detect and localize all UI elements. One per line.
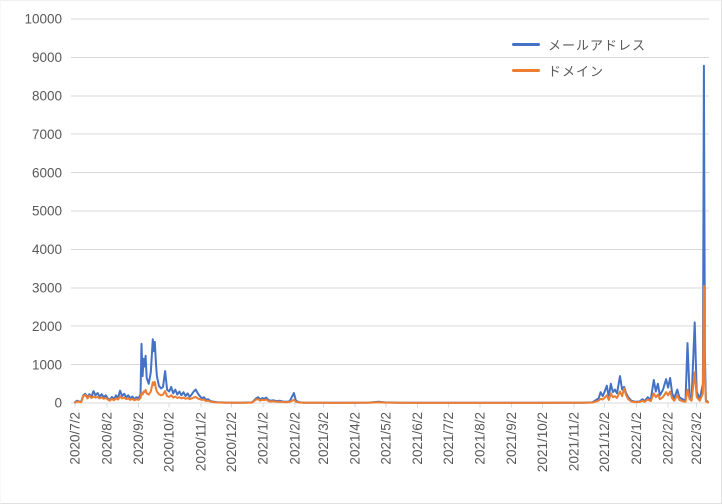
- x-axis-tick-label: 2020/10/2: [162, 412, 177, 472]
- x-axis-tick-label: 2020/9/2: [131, 412, 146, 465]
- x-axis-tick-label: 2021/4/2: [348, 412, 363, 465]
- y-axis-tick-label: 5000: [32, 204, 62, 219]
- legend: メールアドレス ドメイン: [512, 31, 646, 83]
- x-axis-tick-label: 2022/1/2: [629, 412, 644, 465]
- series-line-email[interactable]: [74, 64, 709, 404]
- x-axis-tick-label: 2021/7/2: [441, 412, 456, 465]
- x-axis-tick-label: 2020/8/2: [99, 412, 114, 465]
- legend-label-email: メールアドレス: [548, 37, 647, 53]
- y-axis-tick-label: 9000: [32, 50, 62, 65]
- series-line-domain[interactable]: [74, 284, 709, 404]
- y-axis-tick-label: 3000: [32, 281, 62, 296]
- x-axis-tick-label: 2021/2/2: [287, 412, 302, 465]
- x-axis-tick-label: 2021/1/2: [256, 412, 271, 465]
- legend-item-email[interactable]: メールアドレス: [512, 31, 646, 57]
- x-axis-tick-label: 2020/11/2: [193, 412, 208, 471]
- x-axis-tick-label: 2021/5/2: [378, 412, 393, 465]
- legend-swatch: [512, 68, 540, 72]
- x-axis-tick-label: 2021/8/2: [472, 412, 487, 465]
- y-axis-tick-label: 2000: [32, 319, 62, 334]
- legend-item-domain[interactable]: ドメイン: [512, 57, 646, 83]
- x-axis-tick-label: 2020/12/2: [224, 412, 239, 472]
- x-axis-tick-label: 2021/10/2: [535, 412, 550, 472]
- y-axis-tick-label: 8000: [32, 89, 62, 104]
- x-axis-tick-label: 2021/3/2: [316, 412, 331, 465]
- y-axis-tick-label: 0: [54, 396, 62, 411]
- legend-swatch: [512, 42, 540, 46]
- x-axis-tick-label: 2021/9/2: [504, 412, 519, 465]
- x-axis-tick-label: 2021/6/2: [410, 412, 425, 465]
- y-axis-tick-label: 6000: [32, 165, 62, 180]
- legend-label-domain: ドメイン: [548, 63, 605, 79]
- x-axis-tick-label: 2020/7/2: [68, 412, 83, 465]
- x-axis-tick-label: 2021/11/2: [567, 412, 582, 471]
- y-axis-tick-label: 10000: [24, 12, 62, 27]
- x-axis-tick-label: 2021/12/2: [597, 412, 612, 472]
- x-axis-tick-label: 2022/3/2: [689, 412, 704, 465]
- y-axis-tick-label: 7000: [32, 127, 62, 142]
- y-axis-tick-label: 1000: [32, 357, 62, 372]
- x-axis-tick-label: 2022/2/2: [661, 412, 676, 465]
- y-axis-tick-label: 4000: [32, 242, 62, 257]
